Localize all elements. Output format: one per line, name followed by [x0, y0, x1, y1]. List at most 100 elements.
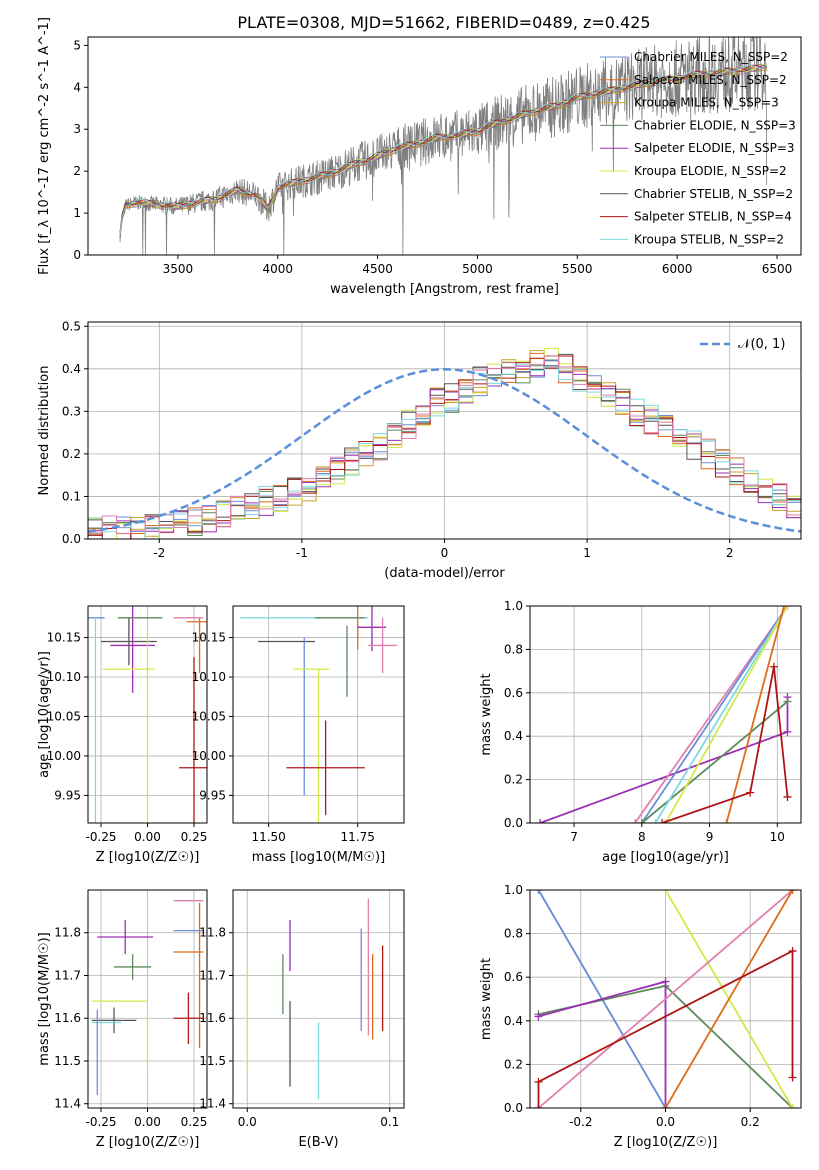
- x-tick-label: 11.50: [251, 830, 285, 844]
- legend-label: Chabrier ELODIE, N_SSP=3: [634, 118, 796, 132]
- mass-weight-marker: [661, 1104, 670, 1108]
- mass-weight-marker: [651, 819, 660, 823]
- y-tick-label: 10.05: [47, 709, 81, 723]
- mass-weight-marker: [722, 819, 731, 823]
- y-tick-label: 1: [73, 206, 81, 220]
- x-axis-label: Z [log10(Z/Z☉)]: [96, 1135, 200, 1150]
- mass-weight-marker: [788, 1073, 797, 1082]
- spectrum-plot-area: [119, 37, 768, 255]
- x-tick-label: 10: [770, 830, 785, 844]
- y-tick-label: 0.8: [504, 927, 523, 941]
- y-tick-label: 11.8: [54, 926, 81, 940]
- x-tick-label: 0.25: [181, 830, 208, 844]
- mass-weight-marker: [534, 890, 543, 894]
- y-tick-label: 0.5: [62, 319, 81, 333]
- mass-weight-marker: [788, 1104, 797, 1108]
- mass-weight-marker: [534, 1077, 543, 1086]
- x-axis-label: wavelength [Angstrom, rest frame]: [330, 282, 559, 297]
- mass-weight-marker: [746, 788, 755, 797]
- y-axis-label: mass weight: [479, 958, 494, 1040]
- model-spectrum-line: [119, 64, 768, 233]
- y-tick-label: 0.2: [504, 773, 523, 787]
- spectrum-panel: 3500 4000 4500 5000 5500 6000 6500 0 1 2 3 4 5 wavele…: [37, 17, 802, 297]
- residuals-panel: -2 -1 0 1 2 0.0 0.1 0.2 0.3 0.4 0.5 (data-model)/er…: [37, 319, 802, 581]
- mass-weight-line: [725, 606, 785, 823]
- legend-label: Chabrier MILES, N_SSP=2: [634, 50, 788, 64]
- x-tick-label: -2: [153, 546, 165, 560]
- x-tick-label: 0.2: [741, 1115, 760, 1129]
- x-tick-label: 5500: [562, 262, 593, 276]
- mass-vs-EBV-panel: 0.0 0.1 11.4 11.5 11.6 11.7 11.8 E(B-V): [199, 889, 405, 1150]
- axes-frame: [232, 605, 405, 824]
- x-tick-label: 0.25: [181, 1115, 208, 1129]
- x-tick-label: 4000: [262, 262, 293, 276]
- y-axis-label: Flux [f_λ 10^-17 erg cm^-2 s^-1 A^-1]: [37, 17, 52, 275]
- normal-distribution-curve: [88, 368, 801, 533]
- y-tick-label: 10.00: [47, 749, 81, 763]
- x-tick-label: 0: [441, 546, 449, 560]
- legend-label: Chabrier STELIB, N_SSP=2: [634, 187, 793, 201]
- mass-weight-marker: [769, 662, 778, 671]
- mass-weight-marker: [783, 697, 792, 706]
- y-tick-label: 11.6: [54, 1011, 81, 1025]
- y-tick-label: 10.05: [192, 709, 226, 723]
- y-axis-label: Normed distribution: [37, 366, 52, 496]
- residual-histogram: [88, 353, 801, 539]
- x-tick-label: 5000: [462, 262, 493, 276]
- y-tick-label: 11.4: [199, 1097, 226, 1111]
- model-spectrum-line: [119, 64, 768, 233]
- y-tick-label: 5: [73, 38, 81, 52]
- y-tick-label: 10.15: [47, 631, 81, 645]
- x-tick-label: 11.75: [341, 830, 375, 844]
- legend-label: Kroupa STELIB, N_SSP=2: [634, 232, 784, 246]
- y-tick-label: 0.3: [62, 404, 81, 418]
- mass-weight-line: [664, 606, 789, 823]
- y-tick-label: 4: [73, 80, 81, 94]
- y-axis-label: mass [log10(M/M☉)]: [37, 932, 52, 1065]
- mass-weight-line: [641, 606, 789, 823]
- age-vs-mass-panel: 11.50 11.75 9.95 10.00 10.05 10.10 10.15 mass […: [192, 605, 405, 865]
- y-axis-label: age [log10(age/yr)]: [37, 651, 52, 778]
- x-tick-label: 0.0: [656, 1115, 675, 1129]
- massweight-vs-age-plot-area: [536, 606, 792, 823]
- y-tick-label: 2: [73, 164, 81, 178]
- x-tick-label: 6500: [762, 262, 793, 276]
- x-tick-label: 6000: [662, 262, 693, 276]
- x-axis-label: (data-model)/error: [384, 566, 505, 581]
- y-tick-label: 1.0: [504, 599, 523, 613]
- x-tick-label: 8: [638, 830, 646, 844]
- mass-weight-marker: [783, 727, 792, 736]
- y-tick-label: 0.2: [504, 1057, 523, 1071]
- x-tick-label: 0.00: [134, 830, 161, 844]
- y-tick-label: 11.5: [54, 1054, 81, 1068]
- y-tick-label: 10.15: [192, 631, 226, 645]
- legend-label: 𝒩(0, 1): [738, 337, 785, 352]
- x-tick-label: 1: [583, 546, 591, 560]
- y-tick-label: 0.4: [504, 729, 523, 743]
- y-tick-label: 11.7: [199, 968, 226, 982]
- mass-weight-marker: [534, 1012, 543, 1021]
- axes-frame: [87, 36, 802, 256]
- y-tick-label: 0.0: [504, 1101, 523, 1115]
- y-tick-label: 1.0: [504, 883, 523, 897]
- y-tick-label: 11.4: [54, 1097, 81, 1111]
- y-axis-label: mass weight: [479, 673, 494, 755]
- mass-weight-marker: [661, 977, 670, 986]
- x-tick-label: 0.0: [238, 1115, 257, 1129]
- mass-vs-EBV-plot-area: [246, 898, 384, 1100]
- y-tick-label: 0.2: [62, 447, 81, 461]
- mass-vs-Z-panel: -0.25 0.00 0.25 11.4 11.5 11.6 11.7 11.8 Z [log1…: [37, 889, 208, 1150]
- y-tick-label: 10.10: [47, 670, 81, 684]
- residuals-plot-area: [88, 347, 801, 539]
- mass-weight-marker: [637, 819, 646, 823]
- legend-label: Salpeter STELIB, N_SSP=4: [634, 210, 792, 224]
- y-tick-label: 0.4: [504, 1014, 523, 1028]
- massweight-vs-age-panel: 7 8 9 10 0.0 0.2 0.4 0.6 0.8 1.0 age [log10(age/yr…: [479, 599, 802, 865]
- mass-weight-line: [537, 890, 794, 1108]
- mass-weight-marker: [658, 819, 667, 823]
- mass-weight-marker: [536, 819, 545, 823]
- y-tick-label: 10.00: [192, 749, 226, 763]
- mass-weight-line: [634, 606, 789, 823]
- axes-frame: [232, 889, 405, 1109]
